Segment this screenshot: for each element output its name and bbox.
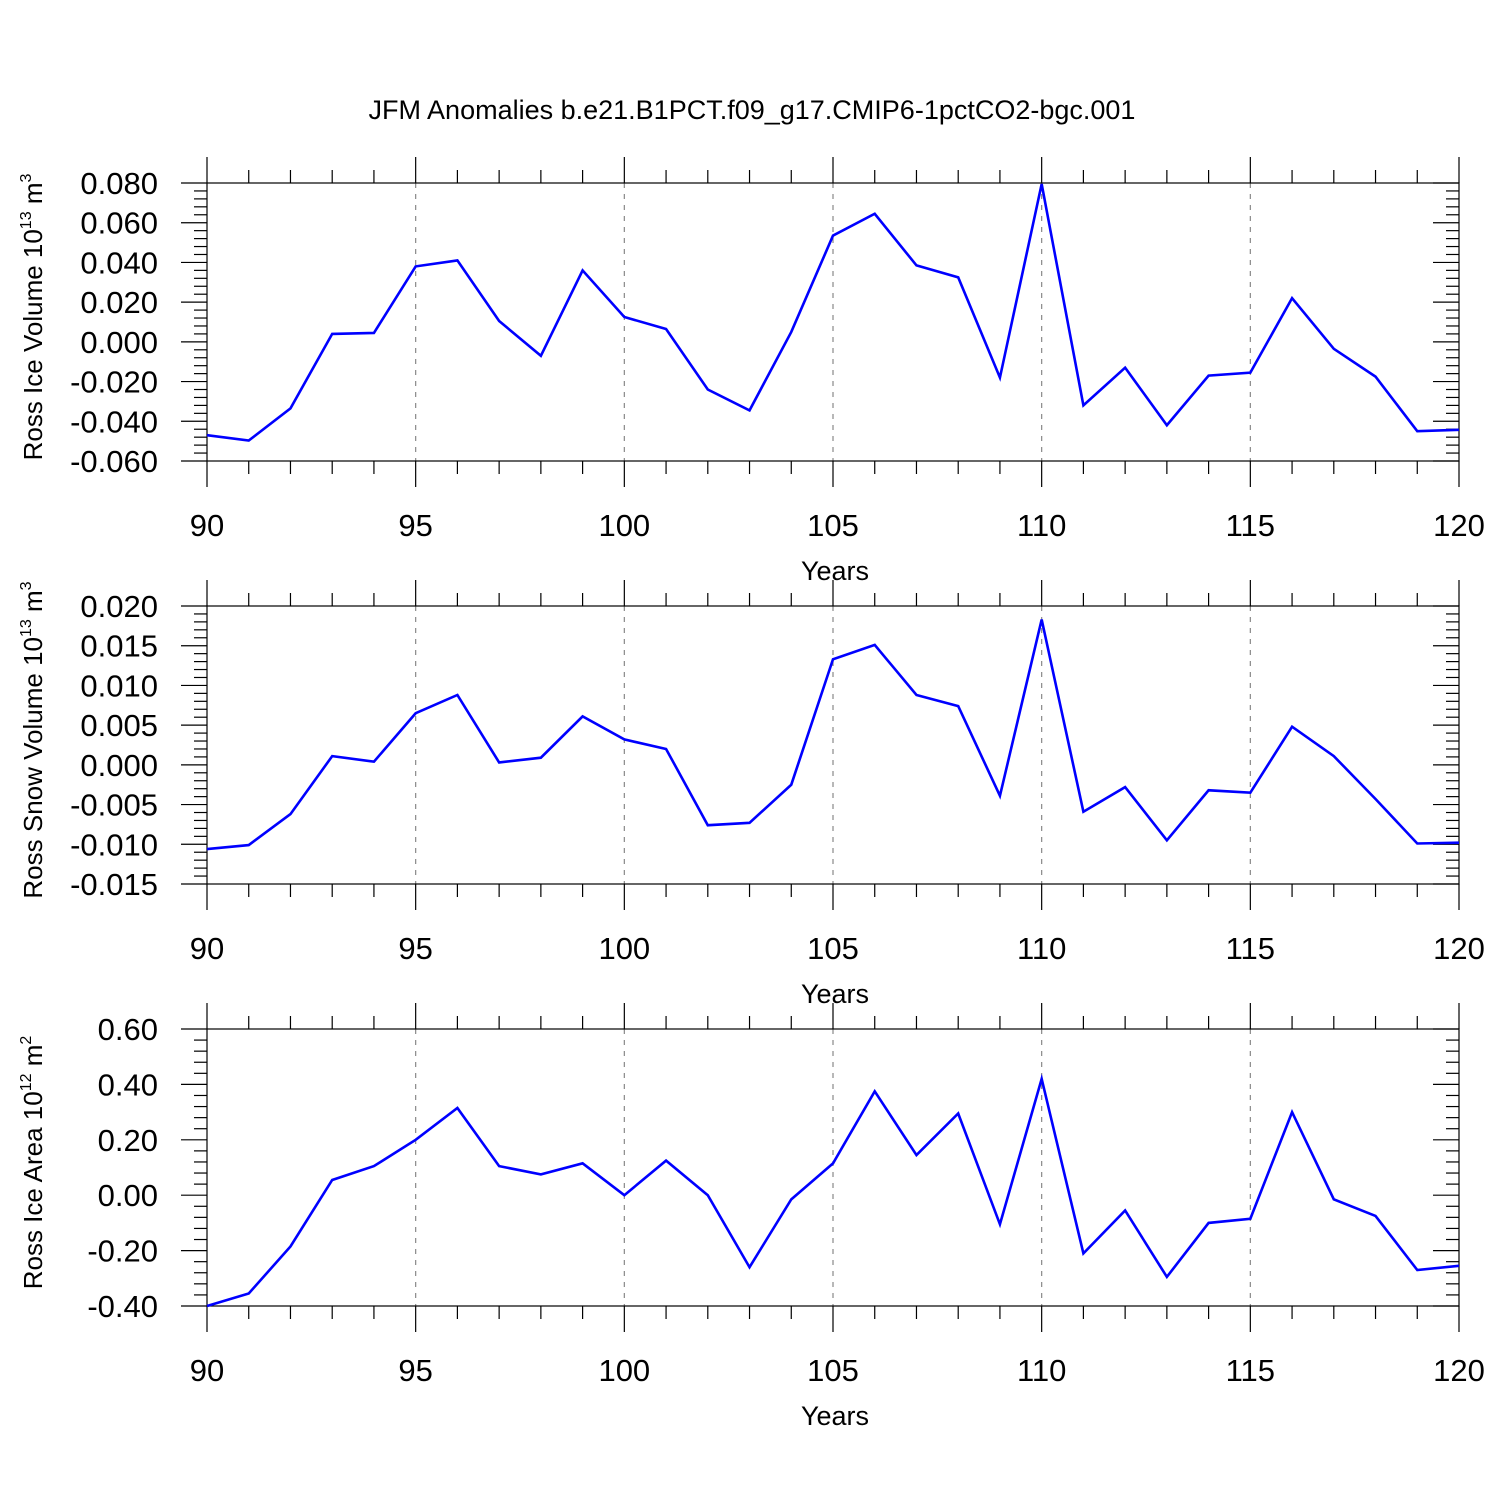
series-line-ross-ice-area bbox=[206, 1073, 1460, 1308]
y-tick-label: 0.00 bbox=[98, 1178, 158, 1213]
x-tick-label: 110 bbox=[1017, 1353, 1066, 1388]
y-tick-label: 0.080 bbox=[80, 166, 158, 201]
x-axis-title: Years bbox=[801, 556, 869, 586]
x-tick-label: 105 bbox=[807, 1353, 859, 1388]
x-tick-label: 120 bbox=[1433, 508, 1485, 543]
x-tick-label: 120 bbox=[1433, 931, 1485, 966]
x-tick-label: 115 bbox=[1226, 931, 1275, 966]
y-tick-label: 0.40 bbox=[98, 1067, 158, 1102]
x-tick-label: 95 bbox=[398, 1353, 432, 1388]
y-tick-label: 0.015 bbox=[80, 629, 158, 664]
x-tick-label: 100 bbox=[598, 931, 650, 966]
x-tick-label: 115 bbox=[1226, 1353, 1275, 1388]
x-axis-title: Years bbox=[801, 979, 869, 1009]
y-tick-label: -0.40 bbox=[87, 1289, 158, 1324]
x-axis-title: Years bbox=[801, 1401, 869, 1431]
y-tick-label: 0.60 bbox=[98, 1012, 158, 1047]
y-tick-label: 0.000 bbox=[80, 748, 158, 783]
y-axis-title: Ross Snow Volume 1013 m3 bbox=[18, 581, 48, 898]
series-line-ross-snow-volume bbox=[206, 619, 1460, 851]
y-tick-label: 0.20 bbox=[98, 1123, 158, 1158]
x-tick-label: 90 bbox=[190, 1353, 224, 1388]
y-tick-label: 0.010 bbox=[80, 668, 158, 703]
x-tick-label: 90 bbox=[190, 508, 224, 543]
panel-1: 90 95 100 105 110 115 120 Years -0.060 -0.040 -0.0… bbox=[18, 157, 1485, 586]
y-tick-label: -0.015 bbox=[70, 867, 158, 902]
y-tick-label: -0.040 bbox=[70, 404, 158, 439]
panels: 90 95 100 105 110 115 120 Years -0.060 -0.040 -0.0… bbox=[18, 157, 1485, 1431]
y-tick-label: -0.005 bbox=[70, 788, 158, 823]
y-tick-label: 0.020 bbox=[80, 589, 158, 624]
y-axis-title: Ross Ice Volume 1013 m3 bbox=[18, 173, 48, 460]
y-tick-label: -0.060 bbox=[70, 444, 158, 479]
plot-frame bbox=[206, 182, 1460, 462]
x-tick-label: 100 bbox=[598, 1353, 650, 1388]
y-tick-label: -0.010 bbox=[70, 827, 158, 862]
y-tick-label: 0.000 bbox=[80, 325, 158, 360]
x-tick-label: 110 bbox=[1017, 931, 1066, 966]
plot-frame bbox=[206, 605, 1460, 885]
x-tick-label: 100 bbox=[598, 508, 650, 543]
x-tick-label: 115 bbox=[1226, 508, 1275, 543]
y-tick-label: 0.020 bbox=[80, 285, 158, 320]
series-line-ross-ice-volume bbox=[206, 183, 1460, 442]
y-tick-label: -0.020 bbox=[70, 365, 158, 400]
panel-3: 90 95 100 105 110 115 120 Years -0.40 -0.20 0.00 0.… bbox=[18, 1003, 1485, 1431]
x-tick-label: 90 bbox=[190, 931, 224, 966]
x-tick-label: 120 bbox=[1433, 1353, 1485, 1388]
y-tick-label: 0.005 bbox=[80, 708, 158, 743]
x-tick-label: 105 bbox=[807, 508, 859, 543]
panel-2: 90 95 100 105 110 115 120 Years -0.015 -0.010 -0.0… bbox=[18, 580, 1485, 1009]
x-tick-label: 110 bbox=[1017, 508, 1066, 543]
x-tick-label: 105 bbox=[807, 931, 859, 966]
y-tick-label: 0.040 bbox=[80, 245, 158, 280]
y-tick-label: 0.060 bbox=[80, 206, 158, 241]
figure-title: JFM Anomalies b.e21.B1PCT.f09_g17.CMIP6-… bbox=[369, 95, 1136, 125]
y-axis-title: Ross Ice Area 1012 m2 bbox=[18, 1036, 48, 1290]
y-tick-label: -0.20 bbox=[87, 1234, 158, 1269]
x-tick-label: 95 bbox=[398, 931, 432, 966]
x-tick-label: 95 bbox=[398, 508, 432, 543]
